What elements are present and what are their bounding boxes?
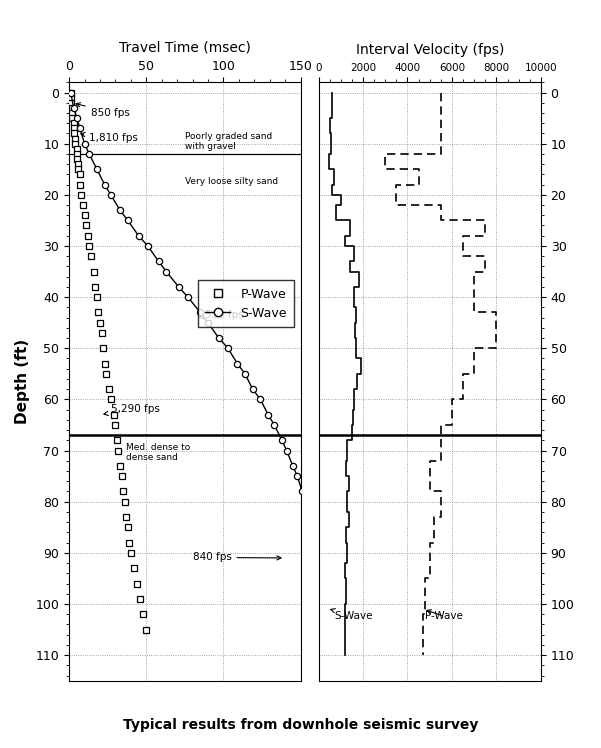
Legend: P-Wave, S-Wave: P-Wave, S-Wave <box>198 280 294 328</box>
Text: Typical results from downhole seismic survey: Typical results from downhole seismic su… <box>123 718 478 732</box>
Text: 1,810 fps: 1,810 fps <box>81 132 138 143</box>
Text: 850 fps: 850 fps <box>76 102 130 117</box>
Text: Poorly graded sand
with gravel: Poorly graded sand with gravel <box>185 132 272 151</box>
Text: P-Wave: P-Wave <box>426 610 463 622</box>
Text: Med. dense to
dense sand: Med. dense to dense sand <box>126 443 191 462</box>
Title: Interval Velocity (fps): Interval Velocity (fps) <box>356 43 504 58</box>
Text: 840 fps: 840 fps <box>192 553 281 562</box>
Text: Very loose silty sand: Very loose silty sand <box>185 177 278 186</box>
Y-axis label: Depth (ft): Depth (ft) <box>15 339 30 424</box>
Text: 5,290 fps: 5,290 fps <box>104 404 160 415</box>
Text: 530 fps: 530 fps <box>199 310 244 319</box>
Text: S-Wave: S-Wave <box>331 609 373 622</box>
Title: Travel Time (msec): Travel Time (msec) <box>119 40 251 54</box>
